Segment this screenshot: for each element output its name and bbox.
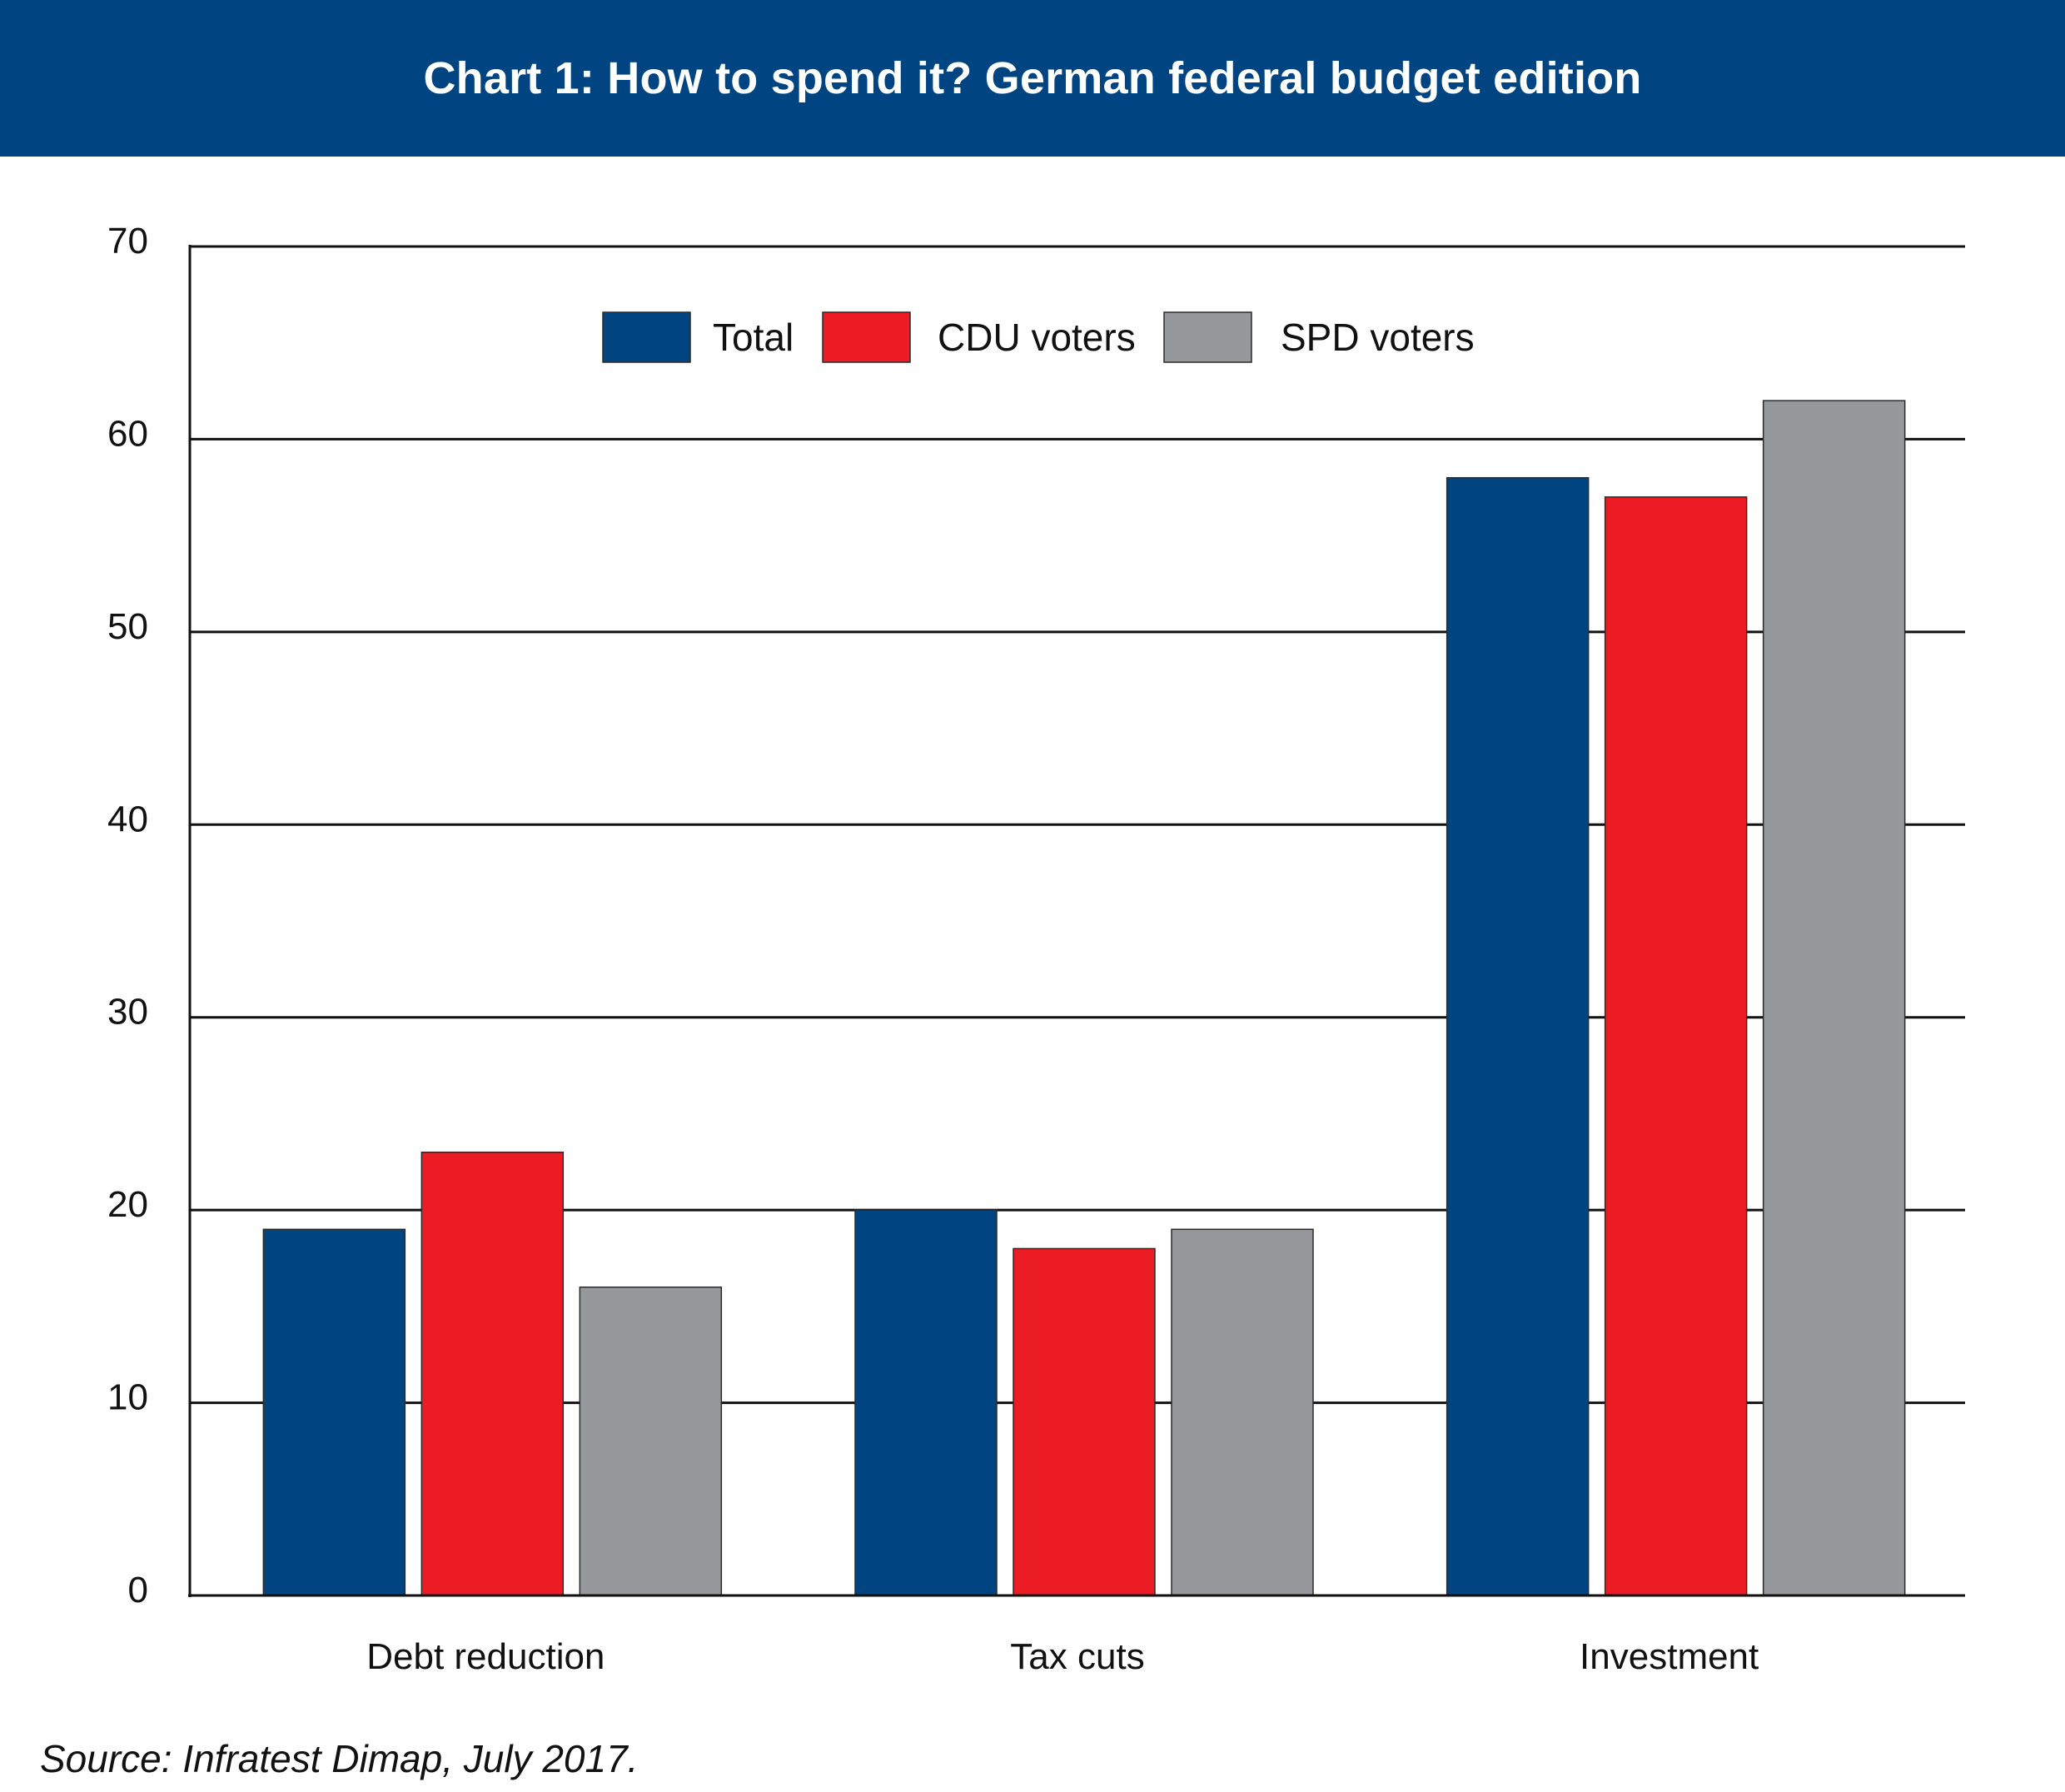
y-tick-label: 70 [107,221,148,261]
bars [262,400,1906,1596]
x-category-label: Debt reduction [366,1636,605,1677]
legend-swatch-total [602,311,691,363]
bar-chart: 0 10 20 30 40 50 60 70 Debt reduction Tax cuts In… [107,221,1965,1677]
y-tick-label: 0 [128,1570,148,1610]
bar-cdu-voters-investment [1604,496,1748,1596]
legend-label: SPD voters [1281,316,1475,359]
bar-cdu-voters-tax-cuts [1013,1247,1156,1596]
bar-total-tax-cuts [854,1209,998,1596]
y-axis-tick-labels: 0 10 20 30 40 50 60 70 [107,221,148,1610]
x-axis-category-labels: Debt reduction Tax cuts Investment [366,1636,1759,1677]
y-tick-label: 30 [107,992,148,1033]
chart-header: Chart 1: How to spend it? German federal… [0,0,2065,157]
bar-spd-voters-debt-reduction [579,1286,723,1596]
y-tick-label: 20 [107,1184,148,1225]
y-tick-label: 50 [107,606,148,647]
bar-cdu-voters-debt-reduction [420,1151,565,1596]
source-note: Source: Infratest Dimap, July 2017. [40,1737,639,1780]
legend-label: CDU voters [938,316,1136,359]
x-category-label: Tax cuts [1010,1636,1144,1677]
legend-swatch-cdu-voters [822,311,911,363]
chart-title: Chart 1: How to spend it? German federal… [423,53,1642,103]
y-tick-label: 60 [107,413,148,454]
y-tick-label: 40 [107,799,148,839]
bar-total-investment [1446,476,1590,1596]
x-category-label: Investment [1580,1636,1759,1677]
axes [188,245,1965,1597]
y-tick-label: 10 [107,1377,148,1418]
bar-total-debt-reduction [262,1228,406,1596]
legend: Total CDU voters SPD voters [602,311,1475,363]
legend-swatch-spd-voters [1163,311,1252,363]
bar-spd-voters-investment [1762,400,1906,1596]
bar-spd-voters-tax-cuts [1171,1228,1314,1596]
legend-label: Total [713,316,794,359]
